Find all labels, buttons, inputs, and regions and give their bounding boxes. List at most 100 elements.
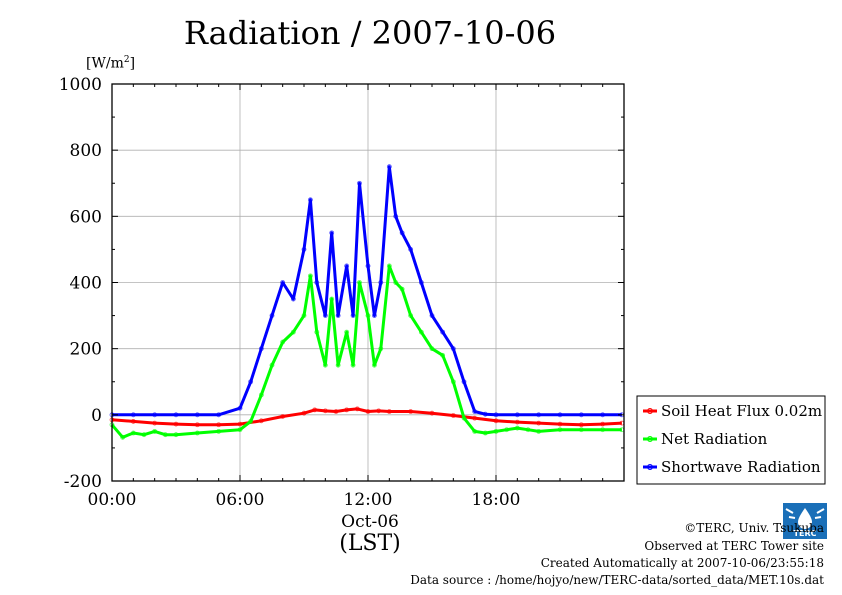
ytick-label: 200 (70, 340, 102, 360)
data-point-soil-heat-flux-0-02m (237, 421, 243, 427)
data-point-net-radiation (557, 427, 563, 433)
data-point-shortwave-radiation (418, 280, 424, 285)
data-point-soil-heat-flux-0-02m (280, 414, 286, 419)
footer-created: Created Automatically at 2007-10-06/23:5… (540, 556, 824, 570)
data-point-net-radiation (280, 339, 286, 345)
data-point-shortwave-radiation (152, 412, 158, 418)
data-point-net-radiation (418, 329, 424, 335)
data-point-shortwave-radiation (482, 411, 488, 417)
xtick-label: 06:00 (216, 490, 265, 510)
data-point-shortwave-radiation (378, 280, 384, 285)
data-point-soil-heat-flux-0-02m (322, 408, 328, 414)
footer-observed: Observed at TERC Tower site (644, 539, 824, 553)
data-point-net-radiation (258, 392, 264, 398)
data-point-net-radiation (408, 313, 414, 318)
data-point-shortwave-radiation (335, 313, 341, 318)
data-point-shortwave-radiation (365, 263, 371, 269)
data-point-soil-heat-flux-0-02m (194, 422, 200, 428)
data-point-soil-heat-flux-0-02m (386, 409, 392, 414)
data-point-net-radiation (314, 329, 320, 335)
data-point-shortwave-radiation (314, 280, 320, 285)
data-point-net-radiation (429, 346, 435, 352)
data-point-soil-heat-flux-0-02m (258, 418, 264, 424)
ytick-label: 400 (70, 274, 102, 294)
data-point-net-radiation (350, 362, 356, 368)
data-point-shortwave-radiation (194, 412, 200, 418)
data-point-shortwave-radiation (248, 379, 254, 385)
data-point-shortwave-radiation (357, 180, 362, 186)
data-point-shortwave-radiation (237, 405, 243, 411)
data-point-shortwave-radiation (290, 296, 296, 302)
xtick-label: 12:00 (344, 490, 393, 510)
data-point-shortwave-radiation (371, 313, 377, 318)
data-point-net-radiation (130, 430, 136, 436)
ytick-label: 800 (70, 141, 102, 161)
ytick-label: -200 (64, 472, 102, 492)
data-point-net-radiation (216, 428, 222, 434)
data-point-shortwave-radiation (173, 412, 179, 418)
data-point-shortwave-radiation (130, 412, 136, 418)
data-point-net-radiation (162, 432, 168, 438)
series-line-soil-heat-flux-0-02m (111, 407, 622, 427)
data-point-net-radiation (322, 362, 328, 368)
data-point-soil-heat-flux-0-02m (536, 420, 542, 426)
data-point-shortwave-radiation (493, 412, 499, 418)
legend-marker (647, 464, 653, 470)
legend-marker (647, 408, 653, 414)
data-point-net-radiation (504, 427, 510, 433)
data-point-net-radiation (514, 425, 520, 431)
legend-label: Soil Heat Flux 0.02m (661, 402, 822, 420)
data-point-soil-heat-flux-0-02m (365, 409, 371, 414)
logo-text: TERC (794, 529, 817, 538)
data-point-soil-heat-flux-0-02m (514, 419, 520, 425)
data-point-net-radiation (578, 427, 584, 433)
data-point-soil-heat-flux-0-02m (450, 413, 456, 418)
data-point-net-radiation (248, 419, 254, 424)
x-axis-date: Oct-06 (341, 512, 399, 532)
data-point-net-radiation (301, 313, 307, 318)
data-point-net-radiation (307, 273, 313, 279)
data-point-shortwave-radiation (216, 412, 222, 418)
data-point-net-radiation (393, 280, 399, 285)
data-point-net-radiation (461, 415, 467, 421)
data-point-soil-heat-flux-0-02m (376, 408, 382, 414)
data-point-net-radiation (365, 313, 371, 318)
data-point-soil-heat-flux-0-02m (173, 421, 179, 427)
data-point-shortwave-radiation (269, 313, 275, 318)
data-point-net-radiation (141, 432, 147, 438)
data-point-soil-heat-flux-0-02m (130, 419, 136, 424)
xtick-label: 18:00 (472, 490, 521, 510)
data-point-shortwave-radiation (329, 230, 335, 236)
legend-box (636, 395, 826, 485)
legend-label: Shortwave Radiation (661, 458, 821, 476)
data-point-shortwave-radiation (536, 412, 542, 418)
data-point-net-radiation (290, 329, 296, 335)
data-point-shortwave-radiation (280, 280, 286, 285)
data-point-soil-heat-flux-0-02m (354, 406, 360, 412)
xtick-label: 00:00 (88, 490, 137, 510)
data-point-net-radiation (344, 329, 350, 335)
data-point-shortwave-radiation (322, 313, 328, 318)
data-point-soil-heat-flux-0-02m (429, 410, 435, 416)
data-point-net-radiation (399, 286, 405, 292)
data-point-net-radiation (371, 362, 377, 368)
ytick-label: 0 (91, 406, 102, 426)
data-point-soil-heat-flux-0-02m (333, 409, 339, 414)
ytick-label: 600 (70, 207, 102, 227)
data-point-shortwave-radiation (307, 197, 313, 203)
data-point-shortwave-radiation (514, 412, 520, 418)
data-point-shortwave-radiation (472, 409, 478, 414)
legend-marker (647, 436, 653, 442)
data-point-soil-heat-flux-0-02m (152, 420, 158, 426)
ytick-label: 1000 (59, 75, 102, 95)
terc-logo: TERC (783, 503, 827, 539)
data-point-soil-heat-flux-0-02m (216, 422, 222, 428)
data-point-net-radiation (237, 427, 243, 433)
data-point-shortwave-radiation (557, 412, 563, 418)
series-line-net-radiation (110, 264, 622, 439)
y-axis-unit: [W/m2] (86, 55, 136, 72)
data-point-shortwave-radiation (408, 247, 414, 252)
data-point-shortwave-radiation (450, 346, 456, 352)
data-point-net-radiation (269, 362, 275, 368)
